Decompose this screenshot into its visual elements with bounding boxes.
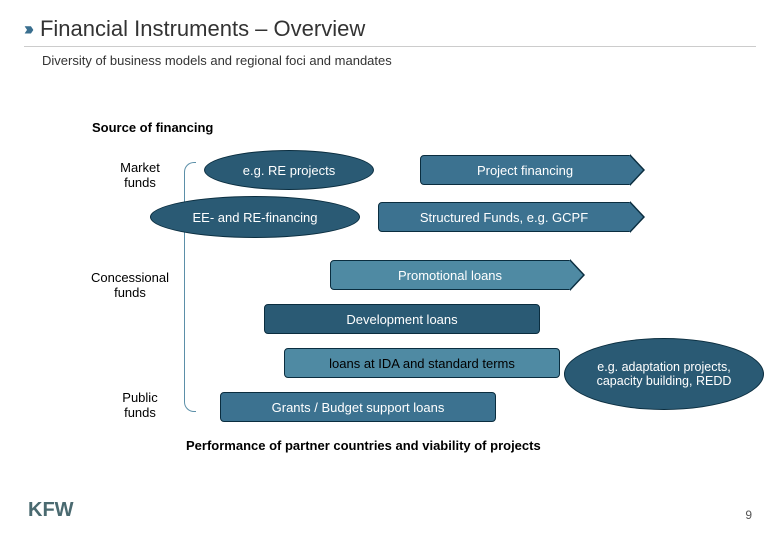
box-structured-funds: Structured Funds, e.g. GCPF (378, 202, 630, 232)
box-promotional-loans: Promotional loans (330, 260, 570, 290)
bubble-ee-re-fin: EE- and RE-financing (150, 196, 360, 238)
box-ida-terms: loans at IDA and standard terms (284, 348, 560, 378)
page-subtitle: Diversity of business models and regiona… (0, 47, 780, 68)
box-project-financing: Project financing (420, 155, 630, 185)
box-development-loans: Development loans (264, 304, 540, 334)
title-chevrons: ››› (24, 19, 30, 40)
logo-kfw: KFW (28, 499, 74, 522)
axis-bottom-label: Performance of partner countries and via… (186, 438, 541, 453)
diagram-canvas: Source of financing Market funds Concess… (0, 90, 780, 470)
axis-top-label: Source of financing (92, 120, 213, 135)
box-grants: Grants / Budget support loans (220, 392, 496, 422)
label-public-funds: Public funds (100, 390, 180, 420)
page-title: Financial Instruments – Overview (40, 16, 365, 42)
bubble-re-projects: e.g. RE projects (204, 150, 374, 190)
bubble-adaptation: e.g. adaptation projects, capacity build… (564, 338, 764, 410)
label-concessional-funds: Concessional funds (80, 270, 180, 300)
page-number: 9 (745, 508, 752, 522)
label-market-funds: Market funds (100, 160, 180, 190)
